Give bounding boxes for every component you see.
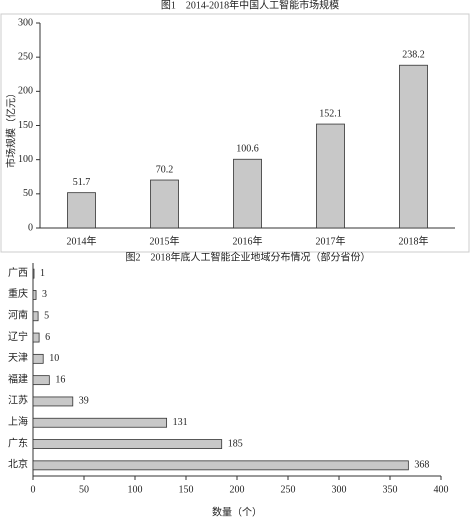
x-tick-label: 2014年: [67, 234, 97, 247]
x-tick-label: 250: [281, 484, 296, 495]
y-tick-label: 广东: [8, 436, 28, 449]
y-tick-label: 天津: [8, 352, 28, 364]
x-tick-label: 0: [31, 484, 36, 495]
x-tick-label: 150: [179, 484, 194, 495]
bar: [32, 311, 39, 322]
bar: [32, 268, 35, 279]
x-tick-label: 2017年: [316, 234, 346, 247]
y-tick-label: 辽宁: [8, 330, 28, 343]
x-tick-label: 50: [79, 484, 89, 495]
bar: [67, 192, 96, 229]
y-tick-label: 300: [18, 17, 33, 28]
data-label: 152.1: [319, 108, 342, 119]
data-label: 3: [42, 289, 47, 300]
bar: [32, 460, 409, 471]
data-label: 238.2: [402, 50, 425, 61]
y-tick-label: 200: [18, 86, 33, 97]
bar: [399, 64, 428, 229]
bar: [32, 375, 50, 386]
data-label: 185: [228, 438, 243, 449]
y-tick-label: 250: [18, 51, 33, 62]
data-label: 1: [40, 268, 45, 279]
y-tick-label: 河南: [8, 309, 28, 322]
y-tick-label: 100: [18, 154, 33, 165]
data-label: 5: [44, 311, 49, 322]
y-tick-label: 福建: [8, 372, 28, 385]
data-label: 16: [55, 374, 65, 385]
frame: [0, 13, 470, 253]
data-label: 6: [45, 332, 50, 343]
data-label: 10: [49, 353, 59, 364]
data-label: 39: [79, 396, 89, 407]
y-tick-label: 150: [18, 120, 33, 131]
bar: [316, 123, 345, 229]
bar: [32, 439, 223, 449]
x-tick-label: 400: [434, 484, 449, 495]
data-label: 368: [414, 460, 429, 471]
chart-title: 图2 2018年底人工智能企业地域分布情况（部分省份）: [126, 250, 371, 263]
x-tick-label: 2016年: [233, 234, 263, 247]
bar: [32, 290, 37, 300]
data-label: 51.7: [73, 177, 91, 188]
y-tick-label: 北京: [8, 458, 28, 471]
bar: [32, 353, 44, 364]
y-tick-label: 重庆: [8, 287, 28, 300]
bar: [32, 417, 168, 428]
x-tick-label: 200: [230, 484, 245, 495]
data-label: 100.6: [236, 144, 259, 155]
x-tick-label: 2018年: [399, 234, 429, 247]
data-label: 131: [173, 417, 188, 428]
x-tick-label: 300: [332, 484, 347, 495]
x-tick-label: 350: [383, 484, 398, 495]
bar: [150, 179, 179, 229]
bar: [233, 158, 262, 229]
x-tick-label: 2015年: [150, 234, 180, 247]
data-label: 70.2: [156, 164, 174, 175]
y-tick-label: 0: [28, 222, 33, 233]
y-tick-label: 广西: [8, 267, 28, 279]
y-tick-label: 上海: [8, 415, 28, 428]
bar: [32, 396, 74, 407]
chart-title: 图1 2014-2018年中国人工智能市场规模: [161, 0, 339, 11]
y-tick-label: 50: [23, 188, 33, 199]
y-axis-label: 市场规模（亿元）: [4, 88, 17, 168]
y-tick-label: 江苏: [8, 394, 28, 407]
x-tick-label: 100: [128, 484, 143, 495]
bar: [32, 332, 40, 343]
x-axis-label: 数量（个）: [212, 505, 262, 518]
